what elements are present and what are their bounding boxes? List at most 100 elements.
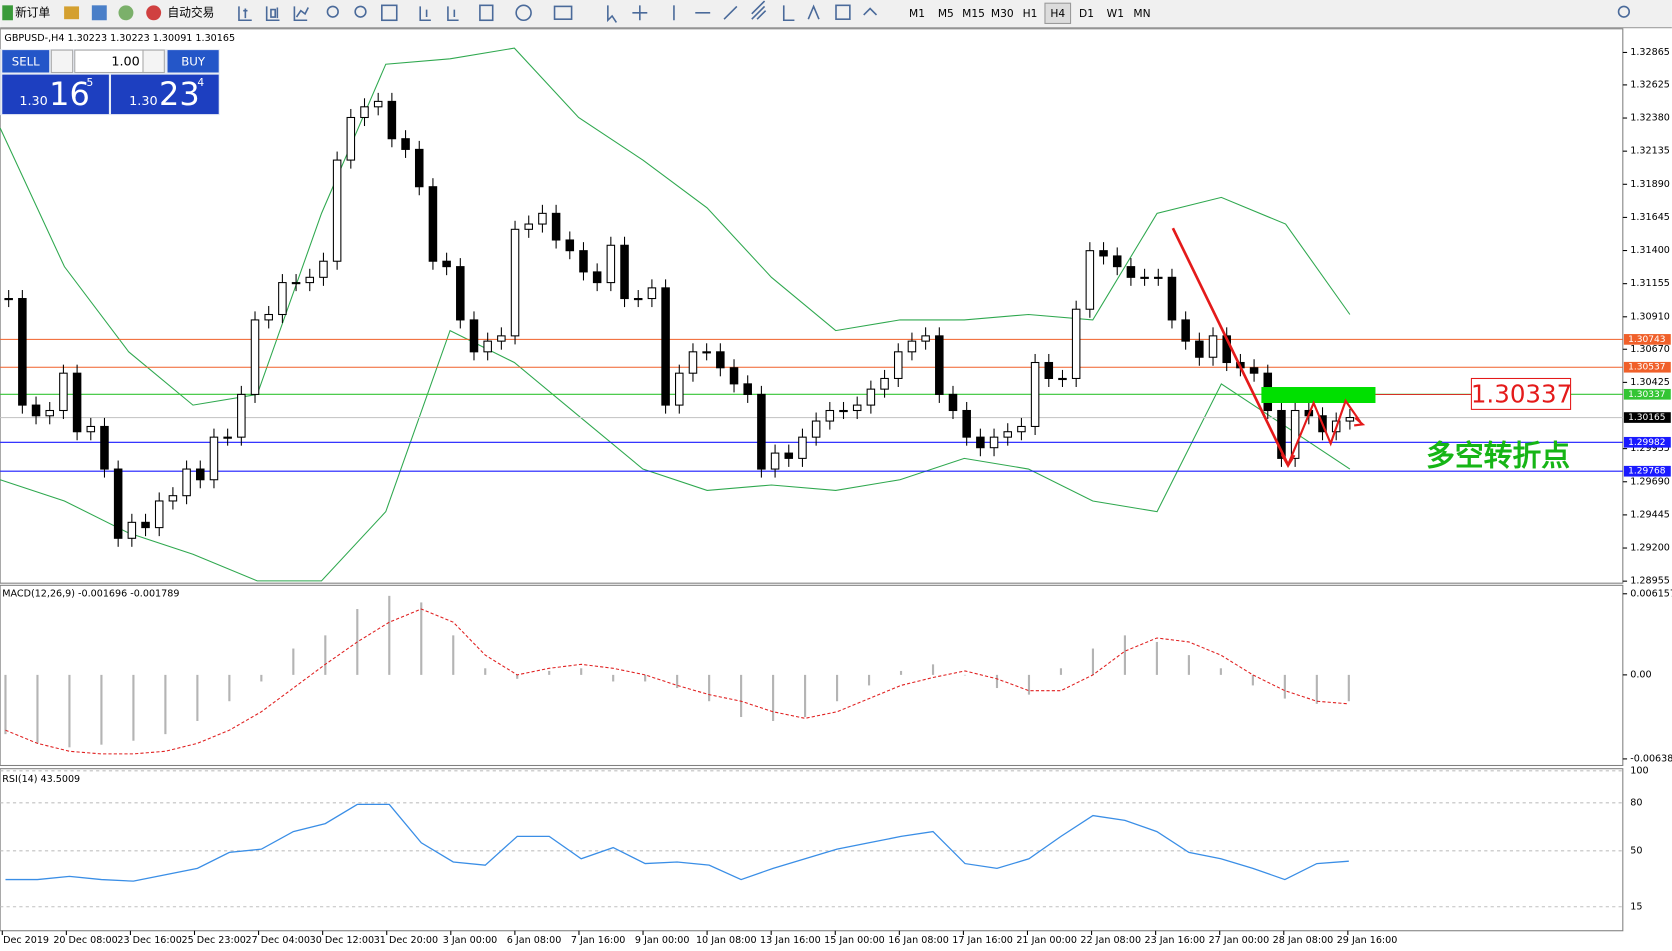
macd-bar	[100, 674, 103, 745]
rsi-chart: 100 80 50 15	[0, 765, 1649, 912]
candle-body	[661, 287, 670, 406]
candle-body	[1167, 276, 1177, 321]
level-label: 1.30165	[1628, 413, 1665, 423]
zoom-in-icon[interactable]	[326, 5, 339, 18]
scroll-icon[interactable]	[419, 6, 431, 22]
candle-body	[702, 351, 711, 354]
tool-icon[interactable]	[64, 6, 80, 20]
y-tick-label: 1.32865	[1630, 47, 1670, 58]
auto-trading-icon[interactable]	[146, 5, 162, 21]
candle-body	[31, 404, 41, 417]
y-tick-label: 1.30910	[1630, 311, 1670, 322]
candle-chart-icon[interactable]	[265, 6, 280, 22]
candle-body	[319, 260, 328, 278]
x-tick-label: 30 Dec 12:00	[310, 935, 374, 946]
lots-value[interactable]: 1.00	[111, 54, 139, 69]
buy-label[interactable]: BUY	[181, 54, 206, 68]
y-tick-label: 1.30425	[1630, 377, 1670, 388]
shift-icon[interactable]	[447, 6, 459, 22]
candle-body	[893, 351, 903, 379]
candle-body	[633, 298, 643, 301]
sell-button[interactable]	[2, 50, 50, 73]
level-label-bg	[1623, 465, 1671, 477]
timeframe-button[interactable]: H1	[1023, 7, 1038, 20]
candle-body	[852, 404, 862, 412]
candle-body	[948, 393, 958, 412]
arrows-icon[interactable]	[863, 7, 878, 16]
candle-body	[1249, 367, 1259, 374]
macd-bar	[260, 674, 263, 682]
zoom-out-icon[interactable]	[354, 5, 367, 18]
level-label-bg	[1623, 436, 1671, 448]
candle-body	[1126, 266, 1136, 278]
timeframe-button[interactable]: D1	[1079, 7, 1094, 20]
new-order-button[interactable]: 新订单	[15, 5, 50, 19]
candle-body	[1085, 250, 1095, 310]
timeframe-button[interactable]: MN	[1133, 7, 1150, 20]
buy-price-small[interactable]: 4	[197, 76, 204, 89]
text-icon[interactable]	[807, 4, 820, 20]
candle-body	[291, 282, 301, 285]
new-order-icon[interactable]	[2, 5, 13, 21]
templates-icon[interactable]	[553, 5, 573, 20]
tile-icon[interactable]	[381, 4, 398, 22]
line-chart-icon[interactable]	[293, 6, 309, 22]
macd-bar	[899, 670, 903, 675]
timeframe-button[interactable]: M5	[938, 7, 954, 20]
candle-body	[4, 298, 13, 301]
fibo-icon[interactable]	[782, 5, 795, 22]
sell-price-prefix[interactable]: 1.30	[19, 94, 47, 109]
label-icon[interactable]	[835, 4, 851, 20]
candle-body	[168, 495, 178, 502]
level-label-bg	[1623, 412, 1671, 423]
candle-body	[250, 319, 260, 395]
sell-label[interactable]: SELL	[12, 54, 40, 68]
timeframe-button[interactable]: M30	[991, 7, 1014, 20]
macd-bar	[452, 635, 455, 675]
macd-bar	[4, 674, 7, 735]
macd-bar	[1219, 668, 1222, 675]
level-label: 1.29768	[1628, 467, 1666, 477]
sell-price-big[interactable]: 16	[49, 75, 90, 113]
trendline-icon[interactable]	[723, 5, 738, 20]
timeframe-button[interactable]: M15	[962, 7, 985, 20]
macd-signal	[5, 608, 1349, 755]
candle-body	[1208, 335, 1218, 358]
y-tick-label: 1.29200	[1630, 543, 1670, 554]
buy-price-box[interactable]	[111, 74, 219, 115]
x-tick-label: 6 Jan 08:00	[507, 935, 562, 946]
buy-price-prefix[interactable]: 1.30	[129, 94, 157, 109]
timeframe-button[interactable]: H4	[1050, 7, 1065, 20]
candle-body	[1290, 409, 1300, 459]
periods-icon[interactable]	[515, 4, 532, 22]
indicators-icon[interactable]	[479, 4, 494, 22]
search-icon[interactable]	[1617, 5, 1631, 18]
crosshair-icon[interactable]	[632, 5, 648, 21]
sell-price-box[interactable]	[2, 74, 109, 115]
candle-body	[538, 212, 547, 225]
candle-body	[278, 282, 287, 316]
candle-body	[976, 436, 985, 449]
macd-bar	[164, 674, 167, 735]
candle-body	[784, 452, 794, 459]
y-tick-label: 1.29935	[1630, 443, 1670, 454]
trade-panel: SELL 1.00 BUY 1.30 16 5 1.30 23 4	[0, 49, 220, 116]
tool-icon[interactable]	[118, 5, 134, 21]
buy-price-big[interactable]: 23	[159, 75, 200, 113]
y-tick-label: 1.32135	[1630, 146, 1670, 157]
timeframe-button[interactable]: W1	[1107, 7, 1124, 20]
buy-button[interactable]	[167, 50, 219, 73]
channel-icon[interactable]	[751, 0, 767, 20]
bar-chart-icon[interactable]	[238, 6, 252, 22]
tool-icon[interactable]	[91, 5, 107, 21]
sell-price-small[interactable]: 5	[87, 76, 94, 89]
cursor-icon[interactable]	[607, 5, 618, 23]
lots-up[interactable]	[142, 49, 165, 74]
y-tick-label: 50	[1630, 845, 1642, 856]
candle-body	[743, 383, 752, 395]
lots-down[interactable]	[50, 49, 74, 74]
timeframe-button[interactable]: M1	[909, 7, 925, 20]
candle-body	[360, 106, 369, 119]
auto-trading-button[interactable]: 自动交易	[168, 5, 215, 19]
